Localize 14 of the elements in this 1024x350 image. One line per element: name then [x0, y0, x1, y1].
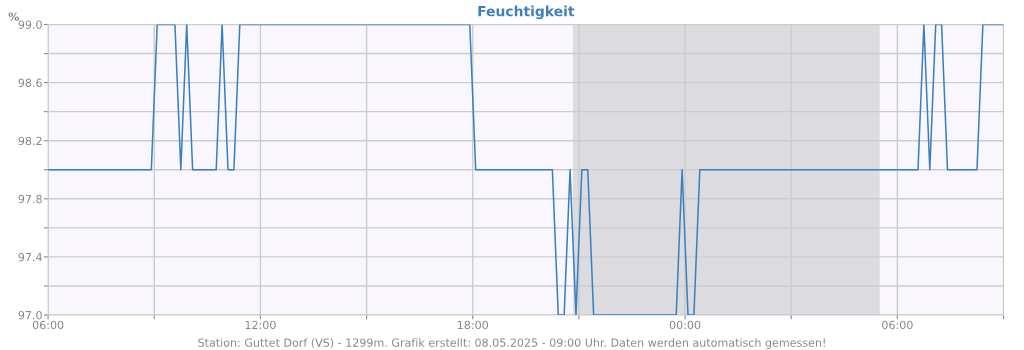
x-tick-label: 12:00 — [245, 320, 276, 330]
x-tick-label: 18:00 — [457, 320, 489, 330]
x-tick-label: 00:00 — [669, 320, 701, 330]
y-tick-label: 99.0 — [18, 20, 42, 29]
y-tick-label: 97.8 — [18, 194, 42, 204]
y-axis-title: % — [8, 12, 19, 21]
y-tick-label: 98.6 — [18, 78, 42, 87]
y-tick-label: 97.0 — [18, 310, 42, 320]
x-tick-label: 06:00 — [882, 320, 913, 330]
text: Station: Guttet Dorf (VS) - 1299m. Grafik erstellt: 08.05.2025 - 09:00 Uhr. Daten werden automatisch gemessen! — [198, 338, 825, 349]
chart-title: Feuchtigkeit — [478, 5, 575, 20]
y-tick-label: 97.4 — [18, 252, 42, 262]
x-tick-label: 06:00 — [32, 320, 64, 330]
y-tick-label: 98.2 — [18, 136, 42, 146]
